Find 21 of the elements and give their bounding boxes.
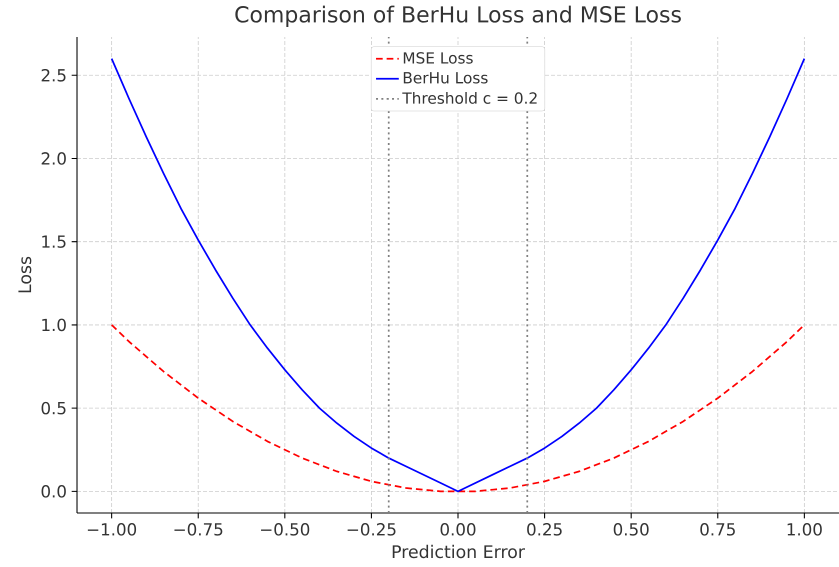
x-tick-label: −1.00 xyxy=(88,523,136,536)
x-axis-title: Prediction Error xyxy=(392,544,525,558)
legend-label: MSE Loss xyxy=(404,52,473,64)
y-axis-title: Loss xyxy=(18,256,32,292)
y-tick-label: 0.0 xyxy=(42,485,66,498)
y-tick-label: 1.0 xyxy=(42,318,66,332)
x-tick-label: −0.50 xyxy=(261,523,310,536)
x-tick-label: −0.75 xyxy=(174,523,222,536)
y-tick-label: 1.5 xyxy=(42,236,66,248)
legend-label: BerHu Loss xyxy=(404,72,488,84)
x-tick-label: 0.75 xyxy=(700,523,735,536)
x-tick-label: 0.50 xyxy=(614,523,649,536)
x-tick-label: 0.25 xyxy=(527,523,562,536)
x-tick-label: −0.25 xyxy=(348,523,396,536)
x-tick-label: 1.00 xyxy=(788,523,822,536)
y-tick-label: 0.5 xyxy=(42,402,66,414)
x-tick-label: 0.00 xyxy=(440,523,476,536)
ref-line-label: Threshold c = 0.2 xyxy=(402,92,537,104)
y-tick-label: 2.0 xyxy=(42,152,66,165)
y-tick-label: 2.5 xyxy=(42,68,66,82)
chart-title: Comparison of BerHu Loss and MSE Loss xyxy=(235,6,681,27)
